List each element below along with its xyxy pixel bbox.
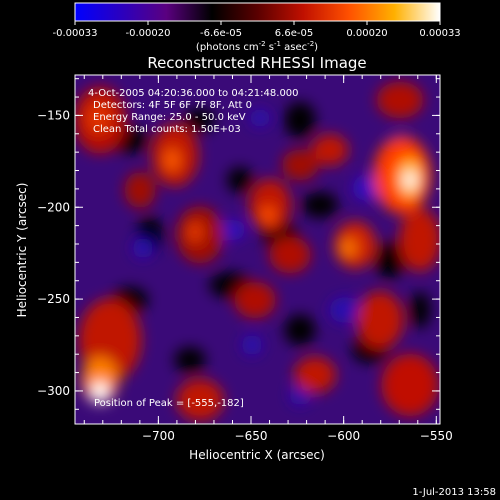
heatmap-blob <box>376 81 424 119</box>
heatmap-blob <box>187 221 203 243</box>
heatmap-blob <box>301 192 339 218</box>
heatmap-blob <box>374 241 406 279</box>
heatmap-blob <box>281 149 319 181</box>
x-tick-label: −650 <box>235 429 268 443</box>
plot-frame <box>74 74 441 425</box>
y-tick-label: −250 <box>37 292 70 306</box>
colorbar <box>74 2 441 22</box>
heatmap-blob <box>329 297 361 323</box>
heatmap-blob <box>219 219 245 241</box>
y-axis-label: Heliocentric Y (arcsec) <box>15 183 29 318</box>
heatmap-blob <box>85 102 111 134</box>
colorbar-tick-label: -6.6e-05 <box>200 28 242 39</box>
heatmap-blob <box>164 148 180 172</box>
colorbar-unit-label: (photons cm-2 s-1 asec-2) <box>196 40 318 53</box>
heatmap-blob <box>311 134 349 166</box>
heatmap-blob <box>241 334 263 356</box>
heatmap-blob <box>227 167 253 193</box>
heatmap-blob <box>249 108 271 128</box>
heatmap-blob <box>340 238 356 258</box>
x-axis-label: Heliocentric X (arcsec) <box>189 448 325 462</box>
annotation-energy: Energy Range: 25.0 - 50.0 keV <box>93 112 246 123</box>
heatmap-blob <box>381 353 439 417</box>
heatmap-blob <box>294 356 336 394</box>
x-tick-label: −600 <box>327 429 360 443</box>
x-tick-label: −550 <box>420 429 453 443</box>
colorbar-tick-label: -0.00033 <box>53 28 98 39</box>
y-tick-label: −150 <box>37 108 70 122</box>
colorbar-tick-label: 0.00020 <box>346 28 387 39</box>
heatmap-blob <box>356 291 404 349</box>
heatmap-blob <box>176 379 224 421</box>
chart-title: Reconstructed RHESSI Image <box>147 54 366 72</box>
heatmap-blob <box>284 314 316 346</box>
heatmap-blob <box>260 205 276 225</box>
heatmap-blob <box>269 236 311 274</box>
footer-timestamp: 1-Jul-2013 13:58 <box>412 487 496 498</box>
x-tick-label: −700 <box>142 429 175 443</box>
heatmap <box>75 81 440 421</box>
heatmap-blob <box>81 356 119 404</box>
heatmap-blob <box>234 281 276 319</box>
colorbar-tick-label: -0.00020 <box>126 28 171 39</box>
y-axis: −150 −200 −250 −300 <box>37 78 440 410</box>
annotation-detectors: Detectors: 4F 5F 6F 7F 8F, Att 0 <box>93 100 252 111</box>
heatmap-blob <box>124 171 156 209</box>
heatmap-blob <box>409 291 431 329</box>
annotations: 4-Oct-2005 04:20:36.000 to 04:21:48.000 … <box>88 88 299 409</box>
annotation-time: 4-Oct-2005 04:20:36.000 to 04:21:48.000 <box>88 88 299 99</box>
peak-position-label: Position of Peak = [-555,-182] <box>94 398 244 409</box>
colorbar-tick-label: 6.6e-05 <box>275 28 313 39</box>
y-tick-label: −200 <box>37 200 70 214</box>
colorbar-ticks: -0.00033 -0.00020 -6.6e-05 6.6e-05 0.00020 0.… <box>53 21 461 39</box>
heatmap-blob <box>184 108 216 132</box>
colorbar-tick-label: 0.00033 <box>419 28 460 39</box>
heatmap-blob <box>284 101 316 139</box>
heatmap-blob <box>249 179 291 231</box>
heatmap-blob <box>90 381 110 403</box>
x-axis: −700 −650 −600 −550 <box>83 75 453 443</box>
annotation-counts: Clean Total counts: 1.50E+03 <box>93 124 241 135</box>
heatmap-blob <box>399 208 440 272</box>
heatmap-blob <box>403 170 417 190</box>
heatmap-blob <box>174 347 206 373</box>
y-tick-label: −300 <box>37 384 70 398</box>
heatmap-blob <box>132 237 154 259</box>
